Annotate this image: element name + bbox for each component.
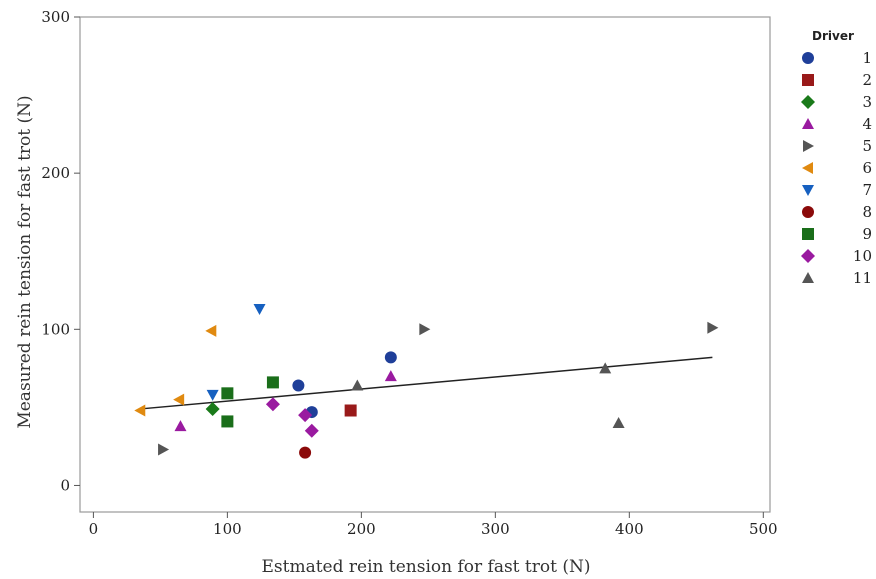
plot-frame <box>79 16 771 513</box>
y-axis-title: Measured rein tension for fast trot (N) <box>15 95 35 428</box>
x-tick-label: 100 <box>213 520 242 538</box>
legend-label-driver-3: 3 <box>862 93 872 111</box>
x-tick-label: 500 <box>749 520 778 538</box>
legend-label-driver-8: 8 <box>862 203 872 221</box>
x-tick-label: 300 <box>481 520 510 538</box>
y-tick-label: 200 <box>41 164 70 182</box>
data-point-driver-9 <box>221 415 234 428</box>
data-point-driver-7 <box>206 389 219 401</box>
legend-label-driver-7: 7 <box>862 181 872 199</box>
data-point-driver-1 <box>384 351 397 364</box>
data-point-driver-11 <box>612 416 625 428</box>
data-point-driver-6 <box>205 324 217 337</box>
trend-line <box>140 356 713 410</box>
legend-marker-driver-10 <box>801 249 815 263</box>
data-point-driver-5 <box>158 443 170 456</box>
legend-label-driver-6: 6 <box>862 159 872 177</box>
x-axis-title: Estmated rein tension for fast trot (N) <box>262 557 591 577</box>
x-axis: 0 100 200 300 400 500 <box>89 512 778 538</box>
y-tick-label: 300 <box>41 8 70 26</box>
data-point-driver-5 <box>707 321 719 334</box>
legend-marker-driver-7 <box>802 185 814 196</box>
legend-label-driver-5: 5 <box>862 137 872 155</box>
x-tick-label: 400 <box>615 520 644 538</box>
legend-title: Driver <box>812 29 854 43</box>
data-point-driver-9 <box>221 387 234 400</box>
y-tick-label: 0 <box>60 476 70 494</box>
data-point-driver-10 <box>298 408 313 423</box>
y-tick-label: 100 <box>41 320 70 338</box>
legend-marker-driver-2 <box>802 74 814 86</box>
legend-label-driver-11: 11 <box>853 269 872 287</box>
data-point-driver-11 <box>599 362 612 374</box>
data-point-driver-1 <box>292 379 305 392</box>
y-axis: 0 100 200 300 <box>41 8 80 494</box>
data-point-driver-10 <box>304 423 319 438</box>
data-point-driver-7 <box>253 304 266 316</box>
legend-label-driver-10: 10 <box>853 247 872 265</box>
legend-label-driver-1: 1 <box>862 49 872 67</box>
legend-marker-driver-6 <box>802 162 813 174</box>
legend-marker-driver-3 <box>801 95 815 109</box>
x-tick-label: 200 <box>347 520 376 538</box>
legend-marker-driver-5 <box>803 140 814 152</box>
data-point-driver-11 <box>351 379 364 391</box>
legend-marker-driver-1 <box>802 52 814 64</box>
plot-area-border <box>79 16 771 513</box>
data-point-driver-6 <box>173 393 185 406</box>
data-points <box>134 304 719 459</box>
trend-line-group <box>140 356 713 410</box>
x-tick-label: 0 <box>89 520 99 538</box>
data-point-driver-9 <box>266 376 279 389</box>
data-point-driver-4 <box>384 370 397 382</box>
data-point-driver-6 <box>134 404 146 417</box>
legend-label-driver-9: 9 <box>862 225 872 243</box>
legend-marker-driver-11 <box>802 272 814 283</box>
legend-label-driver-4: 4 <box>862 115 872 133</box>
legend-marker-driver-9 <box>802 228 814 240</box>
data-point-driver-4 <box>174 420 187 432</box>
data-point-driver-5 <box>419 323 431 336</box>
legend: 1 2 3 4 5 6 7 8 9 10 11 <box>801 49 872 287</box>
legend-marker-driver-8 <box>802 206 814 218</box>
data-point-driver-10 <box>265 397 280 412</box>
data-point-driver-3 <box>205 401 220 416</box>
legend-marker-driver-4 <box>802 118 814 129</box>
legend-label-driver-2: 2 <box>862 71 872 89</box>
data-point-driver-8 <box>299 446 312 459</box>
data-point-driver-2 <box>344 404 357 417</box>
